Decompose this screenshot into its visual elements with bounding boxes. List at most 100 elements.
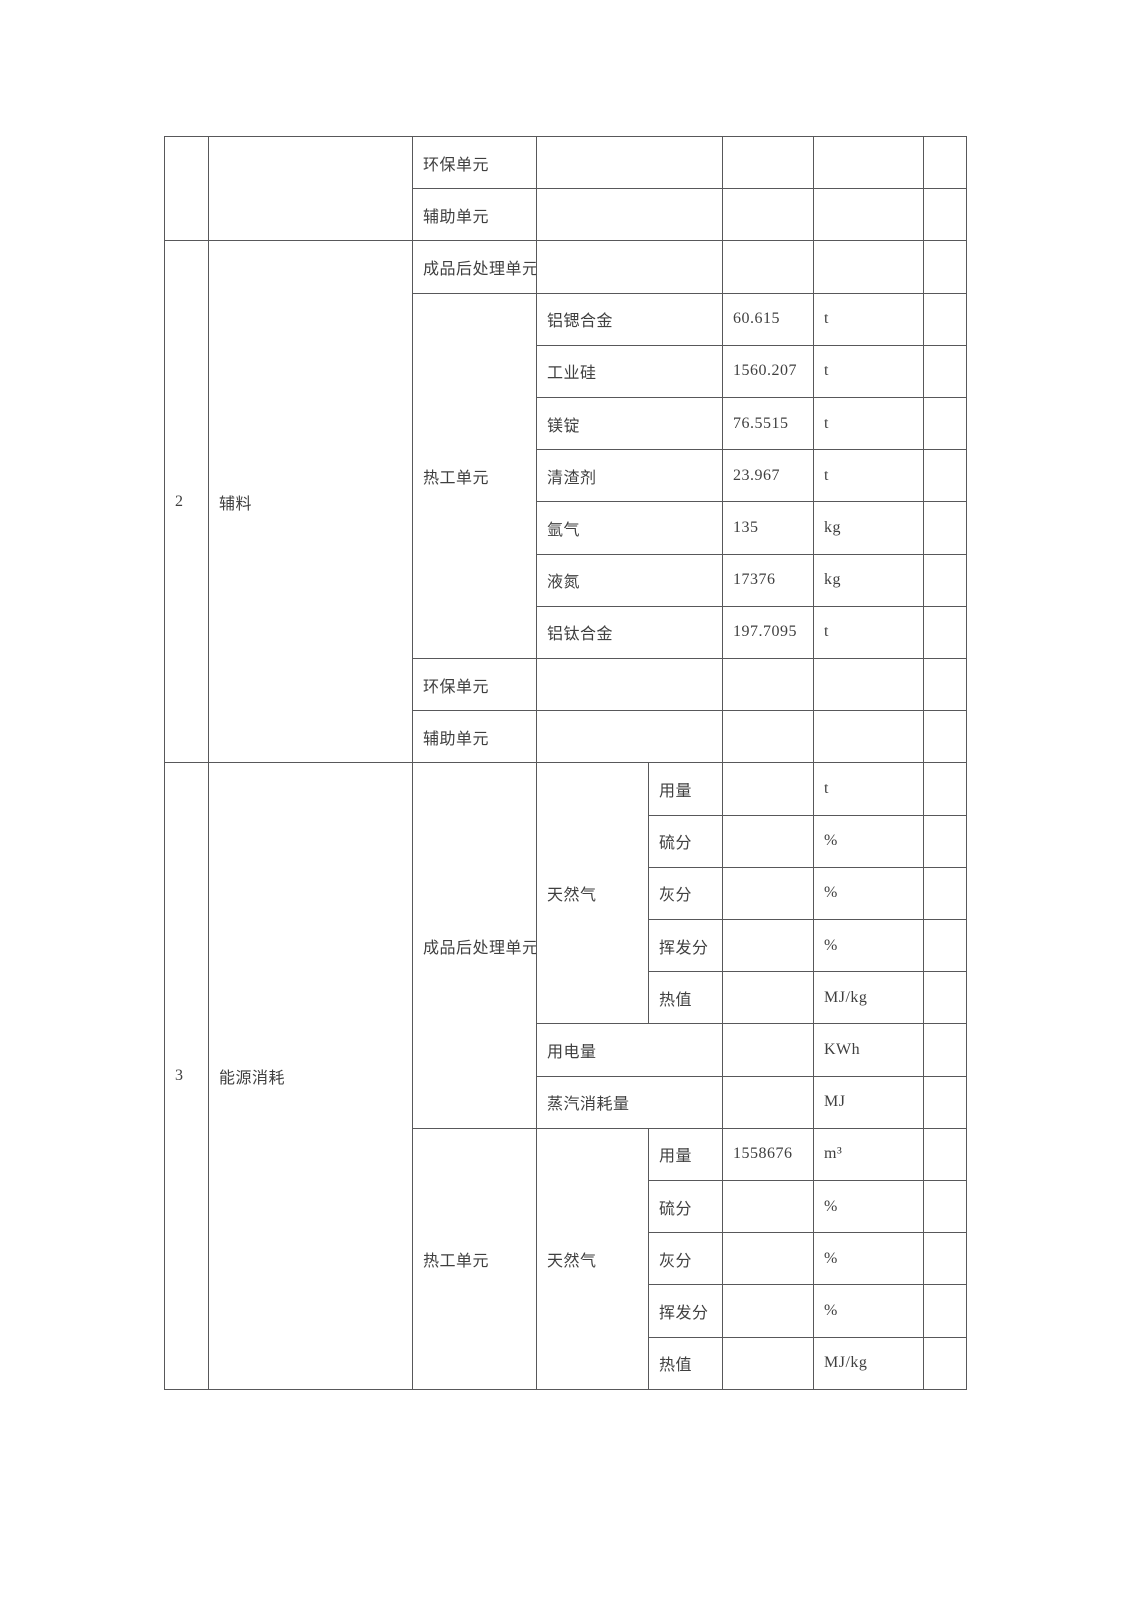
empty-tail-cell [923, 501, 967, 555]
s2-env-unit-cell: 环保单元 [412, 658, 537, 712]
gas-param-value-cell [722, 919, 814, 973]
empty-cell [536, 188, 723, 242]
material-unit-cell: t [813, 344, 924, 399]
s2-aux-unit-cell: 辅助单元 [412, 710, 537, 764]
row-s3-thermal-gas-param: 热工单元 天然气 用量 1558676 m³ [165, 1127, 967, 1391]
s3-post-unit-cell: 成品后处理单元 [412, 762, 537, 1129]
empty-unit-cell [813, 188, 924, 242]
empty-tail-cell [923, 240, 967, 294]
empty-value-cell [722, 188, 814, 242]
empty-tail-cell [923, 188, 967, 242]
gas-param-name-cell: 硫分 [648, 1180, 723, 1234]
empty-tail-cell [923, 866, 967, 921]
gas-param-name-cell: 灰分 [648, 1232, 723, 1286]
row-s3-steam: 蒸汽消耗量 MJ [165, 1075, 967, 1129]
gas-param-value-cell [722, 762, 814, 816]
gas-param-name-cell: 挥发分 [648, 919, 723, 973]
empty-unit-cell [813, 135, 924, 190]
gas-param-value-cell [722, 1180, 814, 1234]
empty-tail-cell [923, 1284, 967, 1338]
row-s2-aux: 辅助单元 [165, 710, 967, 764]
material-name-cell: 工业硅 [536, 344, 723, 399]
empty-unit-cell [813, 240, 924, 294]
gas-param-unit-cell: MJ/kg [813, 1336, 924, 1391]
row-s3-thermal-gas-param: 灰分 % [165, 1232, 967, 1286]
empty-tail-cell [923, 344, 967, 399]
empty-tail-cell [923, 919, 967, 973]
empty-value-cell [722, 135, 814, 190]
gas-param-unit-cell: % [813, 1284, 924, 1338]
electricity-value-cell [722, 1023, 814, 1077]
row-s1-env: 环保单元 [164, 135, 967, 242]
row-s3-gas-param: 硫分 % [165, 814, 967, 868]
empty-value-cell [722, 710, 814, 764]
s3-seq: 3 [164, 762, 209, 1390]
material-name-cell: 铝钛合金 [536, 605, 723, 660]
consumption-table: 环保单元 辅助单元 2 辅料 成品后处理单元 热工单元 铝锶合金 60.61 [164, 135, 967, 1391]
row-s2-material: 热工单元 铝锶合金 60.615 t [165, 292, 967, 660]
material-name-cell: 镁锭 [536, 397, 723, 451]
gas-param-name-cell: 用量 [648, 762, 723, 816]
empty-unit-cell [813, 658, 924, 712]
empty-tail-cell [923, 710, 967, 764]
s3-category: 能源消耗 [208, 762, 413, 1390]
row-s2-env: 环保单元 [165, 658, 967, 712]
empty-cell [536, 240, 723, 294]
gas-param-value-cell [722, 1336, 814, 1391]
empty-tail-cell [923, 814, 967, 868]
steam-unit-cell: MJ [813, 1075, 924, 1129]
gas-param-value-cell [722, 1284, 814, 1338]
empty-cell [536, 658, 723, 712]
s1-env-unit-cell: 环保单元 [412, 135, 537, 190]
empty-tail-cell [923, 1180, 967, 1234]
steam-value-cell [722, 1075, 814, 1129]
gas-param-unit-cell: MJ/kg [813, 971, 924, 1025]
s1-aux-unit-cell: 辅助单元 [412, 188, 537, 242]
material-value-cell: 1560.207 [722, 344, 814, 399]
empty-tail-cell [923, 1023, 967, 1077]
empty-tail-cell [923, 135, 967, 190]
gas-param-unit-cell: % [813, 866, 924, 921]
material-name-cell: 氩气 [536, 501, 723, 555]
material-unit-cell: t [813, 292, 924, 346]
empty-tail-cell [923, 1336, 967, 1391]
material-unit-cell: t [813, 449, 924, 503]
gas-param-unit-cell: % [813, 1180, 924, 1234]
material-value-cell: 17376 [722, 553, 814, 607]
gas-param-value-cell: 1558676 [722, 1127, 814, 1182]
s1-seq-cell [164, 135, 209, 242]
empty-tail-cell [923, 971, 967, 1025]
gas-param-name-cell: 灰分 [648, 866, 723, 921]
material-value-cell: 197.7095 [722, 605, 814, 660]
empty-value-cell [722, 658, 814, 712]
row-s3-thermal-gas-param: 热值 MJ/kg [165, 1336, 967, 1391]
empty-tail-cell [923, 1127, 967, 1182]
s3-post-gas-cell: 天然气 [536, 762, 649, 1025]
row-s3-electricity: 用电量 KWh [165, 1023, 967, 1077]
gas-param-unit-cell: % [813, 1232, 924, 1286]
row-s2-material: 氩气 135 kg [165, 501, 967, 555]
s2-thermal-unit-cell: 热工单元 [412, 292, 537, 660]
material-name-cell: 清渣剂 [536, 449, 723, 503]
s3-thermal-unit-cell: 热工单元 [412, 1127, 537, 1391]
gas-param-unit-cell: % [813, 919, 924, 973]
empty-tail-cell [923, 605, 967, 660]
material-value-cell: 135 [722, 501, 814, 555]
material-unit-cell: t [813, 397, 924, 451]
material-value-cell: 23.967 [722, 449, 814, 503]
s1-category-cell [208, 135, 413, 242]
gas-param-value-cell [722, 971, 814, 1025]
gas-param-unit-cell: m³ [813, 1127, 924, 1182]
gas-param-value-cell [722, 814, 814, 868]
s2-seq: 2 [164, 240, 209, 764]
gas-param-name-cell: 用量 [648, 1127, 723, 1182]
empty-tail-cell [923, 762, 967, 816]
electricity-name-cell: 用电量 [536, 1023, 723, 1077]
steam-name-cell: 蒸汽消耗量 [536, 1075, 723, 1129]
gas-param-value-cell [722, 866, 814, 921]
material-name-cell: 铝锶合金 [536, 292, 723, 346]
empty-tail-cell [923, 658, 967, 712]
empty-cell [536, 710, 723, 764]
empty-tail-cell [923, 1075, 967, 1129]
